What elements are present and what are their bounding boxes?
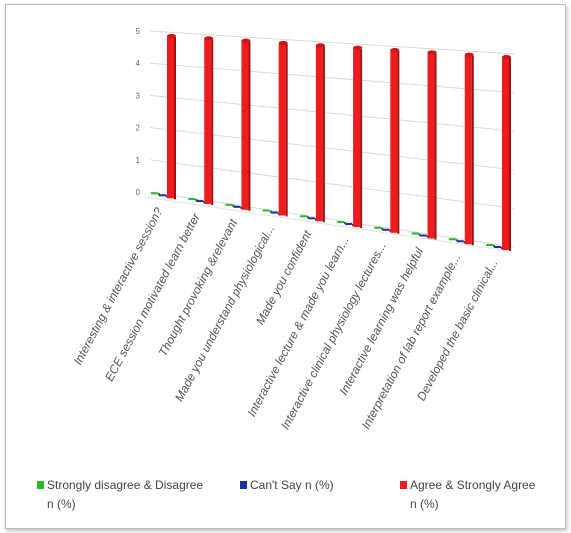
- floor-edge: [143, 196, 509, 252]
- bar: [167, 35, 174, 199]
- bar: [315, 45, 323, 222]
- bar: [151, 192, 158, 195]
- bar-side: [397, 50, 400, 234]
- bar: [494, 246, 501, 248]
- bar: [299, 215, 307, 218]
- y-tick-label: 3: [136, 91, 141, 100]
- legend-label: Strongly disagree & Disagree n (%): [47, 478, 203, 511]
- bar: [233, 205, 241, 208]
- bar: [390, 49, 398, 233]
- bar: [464, 54, 472, 245]
- bar-side: [285, 43, 288, 217]
- bar: [502, 57, 509, 250]
- y-tick-label: 1: [136, 156, 141, 165]
- bar-side: [471, 55, 474, 246]
- bar-top: [427, 50, 437, 55]
- bar: [456, 240, 464, 243]
- bar-top: [204, 36, 214, 41]
- bar: [382, 228, 390, 231]
- bar: [204, 38, 212, 205]
- bar: [278, 42, 286, 216]
- x-tick-label: Thought provoking &relevant: [156, 216, 241, 359]
- bar: [188, 198, 196, 201]
- bar: [419, 234, 427, 237]
- bar: [411, 232, 419, 235]
- legend-label: Agree & Strongly Agree n (%): [410, 478, 536, 511]
- y-tick-label: 5: [136, 27, 141, 36]
- gridline: [149, 30, 515, 55]
- bar: [241, 40, 249, 210]
- bar: [307, 217, 315, 220]
- y-tick-label: 4: [136, 59, 141, 68]
- bar-top: [390, 47, 400, 52]
- y-tick-label: 0: [136, 188, 141, 197]
- bar: [262, 209, 270, 212]
- bar: [159, 194, 166, 197]
- bar-top: [278, 40, 288, 45]
- bar: [427, 52, 435, 239]
- y-tick-label: 2: [136, 124, 141, 133]
- bar-side: [434, 53, 437, 240]
- legend-swatch: [400, 481, 407, 489]
- bar-side: [174, 36, 176, 200]
- bar-side: [509, 58, 511, 251]
- bar: [374, 226, 382, 229]
- bar-top: [167, 33, 176, 38]
- bar: [448, 238, 456, 241]
- bar-top: [315, 43, 325, 48]
- bar-side: [211, 39, 214, 206]
- legend-swatch: [240, 481, 247, 489]
- x-tick-label: Developed the basic clinical...: [414, 257, 501, 403]
- bar: [196, 200, 204, 203]
- legend-swatch: [37, 481, 44, 489]
- bar-side: [248, 41, 251, 211]
- bar-top: [464, 52, 474, 57]
- legend-label: Can't Say n (%): [250, 478, 334, 492]
- bar-side: [322, 46, 325, 223]
- bar-top: [241, 38, 251, 43]
- bar-top: [353, 45, 363, 50]
- bar: [337, 221, 345, 224]
- bar: [486, 244, 493, 246]
- bar-top: [502, 55, 511, 59]
- bar-side: [360, 48, 363, 229]
- bar: [270, 211, 278, 214]
- bar: [353, 47, 361, 228]
- bar: [225, 203, 233, 206]
- bar: [345, 223, 353, 226]
